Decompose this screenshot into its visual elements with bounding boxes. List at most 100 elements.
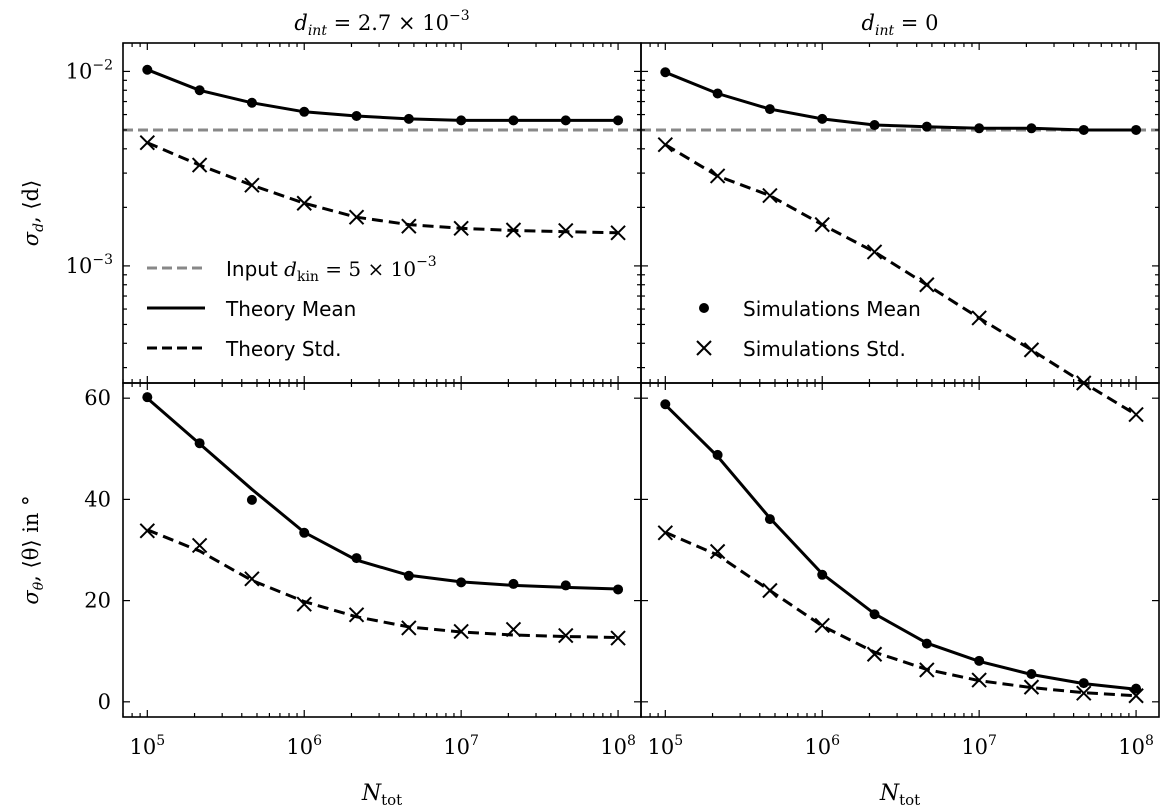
sim-std-point xyxy=(348,209,365,225)
sim-mean-point xyxy=(1131,124,1142,135)
sim-std-point xyxy=(610,225,626,241)
legend-sim-mean-marker xyxy=(699,303,709,313)
sim-mean-point xyxy=(142,64,153,75)
x-tick-label: 107 xyxy=(961,733,997,759)
sim-std-point xyxy=(1128,688,1144,704)
series-theory-std xyxy=(146,141,619,235)
sim-std-point xyxy=(296,195,312,211)
sim-std-point xyxy=(814,216,830,233)
sim-std-point xyxy=(453,220,469,237)
sim-mean-point xyxy=(508,115,519,126)
sim-std-point xyxy=(1023,679,1040,695)
sim-std-point xyxy=(971,672,987,688)
series-theory-mean xyxy=(146,68,619,122)
sim-std-point xyxy=(348,607,365,623)
sim-mean-point xyxy=(921,638,932,649)
sim-std-point xyxy=(1076,685,1092,701)
sim-std-point xyxy=(1023,342,1040,358)
sim-std-point xyxy=(558,627,574,644)
y-label-bottom: σθ, ⟨θ⟩ in ° xyxy=(19,495,47,604)
sim-std-point xyxy=(657,136,674,153)
panel-bottom-left: 105 106 107 108 60 40 20 0 xyxy=(84,383,641,759)
sim-std-point xyxy=(139,134,156,151)
legend-sim-std-marker xyxy=(696,340,712,356)
sim-std-point xyxy=(610,630,626,646)
sim-std-point xyxy=(505,222,522,238)
series-theory-std xyxy=(664,143,1137,416)
y-tick-label: 20 xyxy=(84,589,111,613)
legend-sim-std-label: Simulations Std. xyxy=(743,337,906,361)
sim-mean-point xyxy=(560,580,571,591)
sim-std-point xyxy=(505,621,522,638)
sim-mean-point xyxy=(403,570,414,581)
sim-std-point xyxy=(866,244,883,260)
panel-bottom-right: 105 106 107 108 xyxy=(640,383,1159,759)
sim-mean-point xyxy=(1078,678,1089,689)
sim-mean-point xyxy=(974,655,985,666)
sim-std-point xyxy=(709,168,726,184)
series-theory-mean xyxy=(664,403,1137,691)
sim-mean-point xyxy=(921,121,932,132)
legend-sim-mean-label: Simulations Mean xyxy=(743,297,921,321)
sim-mean-point xyxy=(1026,123,1037,134)
y-tick-label: 10−3 xyxy=(66,252,113,278)
sim-mean-point xyxy=(869,609,880,620)
sim-std-point xyxy=(866,646,883,662)
title-left: dint = 2.7 × 10−3 xyxy=(294,8,469,39)
sim-mean-point xyxy=(817,569,828,580)
legend-right: Simulations Mean Simulations Std. xyxy=(696,297,921,361)
sim-mean-point xyxy=(142,392,153,403)
sim-std-point xyxy=(244,177,260,193)
sim-mean-point xyxy=(764,104,775,115)
series-theory-mean xyxy=(146,397,619,591)
x-tick-label: 105 xyxy=(647,733,683,759)
sim-mean-point xyxy=(351,553,362,564)
sim-mean-point xyxy=(351,110,362,121)
sim-mean-point xyxy=(508,578,519,589)
sim-std-point xyxy=(919,277,935,293)
sim-mean-point xyxy=(869,120,880,131)
sim-mean-point xyxy=(299,527,310,538)
y-tick-label: 10−2 xyxy=(66,57,113,83)
sim-std-point xyxy=(244,571,260,587)
series-theory-std xyxy=(146,528,619,639)
sim-mean-point xyxy=(560,115,571,126)
sim-mean-point xyxy=(817,113,828,124)
legend-theory-std-label: Theory Std. xyxy=(225,337,341,361)
x-label-right: Ntot xyxy=(879,781,920,807)
sim-mean-point xyxy=(194,438,205,449)
sim-std-point xyxy=(401,218,417,234)
sim-std-point xyxy=(814,617,830,634)
sim-std-point xyxy=(709,543,726,560)
title-right: dint = 0 xyxy=(862,11,939,39)
sim-mean-point xyxy=(299,106,310,117)
sim-std-point xyxy=(971,310,987,326)
panel-frame-bottom-right xyxy=(640,382,1160,718)
y-label-top: σd, ⟨d⟩ xyxy=(19,180,47,247)
sim-std-point xyxy=(453,623,469,640)
legend-input-label: Input dkin = 5 × 10−3 xyxy=(226,254,437,285)
sim-mean-point xyxy=(1131,683,1142,694)
x-tick-label: 105 xyxy=(129,733,165,759)
sim-mean-point xyxy=(613,584,624,595)
sim-std-point xyxy=(762,582,778,599)
sim-mean-point xyxy=(764,514,775,525)
sim-std-point xyxy=(191,157,208,173)
sim-std-point xyxy=(919,662,935,678)
sim-mean-point xyxy=(974,123,985,134)
x-tick-label: 108 xyxy=(600,733,636,759)
x-tick-label: 108 xyxy=(1118,733,1154,759)
sim-mean-point xyxy=(246,97,257,108)
y-tick-label: 0 xyxy=(98,690,111,714)
sim-std-point xyxy=(191,537,208,554)
sim-std-point xyxy=(762,187,778,204)
x-tick-label: 106 xyxy=(286,733,322,759)
sim-mean-point xyxy=(194,85,205,96)
y-tick-label: 60 xyxy=(84,386,111,410)
x-tick-label: 106 xyxy=(804,733,840,759)
sim-mean-point xyxy=(1026,668,1037,679)
x-tick-label: 107 xyxy=(443,733,479,759)
sim-mean-point xyxy=(660,399,671,410)
sim-std-point xyxy=(139,523,156,539)
